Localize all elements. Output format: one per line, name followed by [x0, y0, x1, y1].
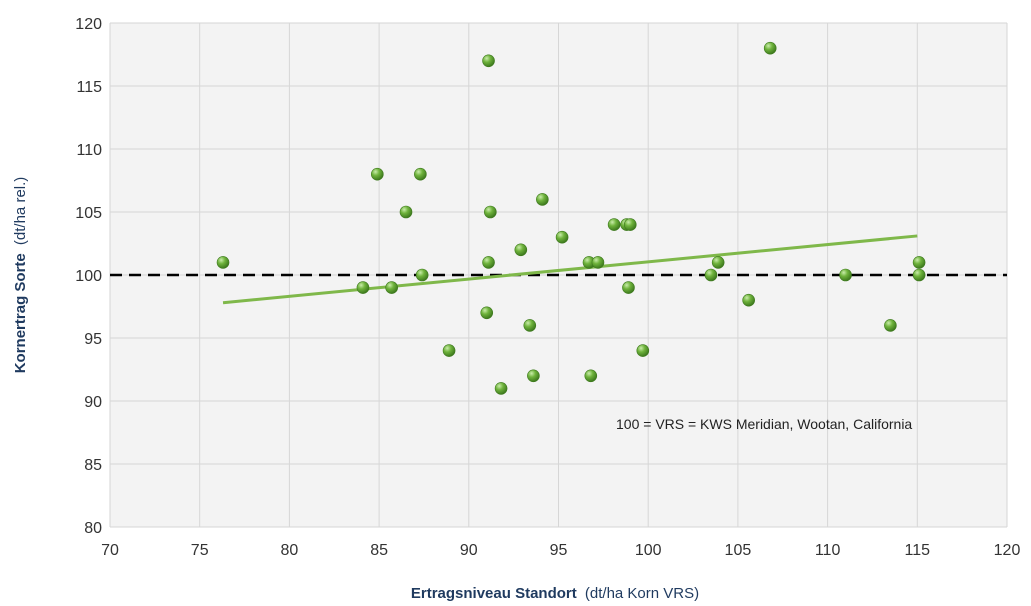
y-tick-85: 85	[84, 457, 102, 474]
data-point-19	[584, 369, 598, 383]
data-point-7	[442, 344, 456, 357]
y-tick-95: 95	[84, 331, 102, 348]
y-tick-80: 80	[84, 520, 102, 537]
x-tick-115: 115	[905, 542, 931, 559]
data-point-2	[371, 167, 384, 181]
x-tick-75: 75	[191, 542, 209, 559]
x-tick-90: 90	[460, 542, 478, 559]
data-point-10	[482, 54, 495, 68]
annotation-text: 100 = VRS = KWS Meridian, Wootan, Califo…	[616, 416, 912, 432]
x-tick-120: 120	[994, 542, 1021, 559]
data-point-21	[607, 218, 621, 231]
data-point-31	[884, 319, 897, 332]
x-tick-110: 110	[815, 542, 841, 559]
y-tick-110: 110	[76, 142, 102, 159]
data-point-11	[484, 205, 497, 219]
data-point-33	[912, 268, 926, 282]
data-point-16	[536, 193, 549, 206]
data-point-4	[399, 205, 413, 219]
y-tick-90: 90	[84, 394, 102, 411]
data-point-29	[763, 41, 777, 55]
data-point-3	[385, 281, 398, 294]
data-point-12	[494, 382, 508, 395]
x-tick-80: 80	[281, 542, 299, 559]
data-point-25	[636, 344, 650, 357]
data-point-32	[912, 256, 926, 269]
data-point-5	[414, 167, 427, 181]
data-point-6	[415, 268, 429, 282]
data-point-20	[591, 256, 605, 269]
y-tick-105: 105	[75, 205, 102, 222]
data-point-1	[356, 281, 370, 294]
y-axis-label-bold: Kornertrag Sorte	[12, 253, 29, 373]
trend-line	[222, 234, 918, 305]
x-tick-95: 95	[550, 542, 568, 559]
data-point-0	[216, 256, 230, 269]
x-tick-85: 85	[370, 542, 388, 559]
y-tick-120: 120	[75, 16, 102, 33]
x-tick-labels: 70 75 80 85 90 95 100 105 110 115 120	[101, 542, 1020, 559]
data-point-15	[527, 369, 540, 383]
data-point-26	[704, 268, 718, 282]
x-axis-label-bold: Ertragsniveau Standort	[411, 585, 577, 602]
data-point-8	[480, 306, 494, 320]
y-axis-label: Kornertrag Sorte (dt/ha rel.)	[12, 177, 29, 374]
x-tick-105: 105	[725, 542, 752, 559]
data-point-30	[839, 268, 852, 282]
y-tick-100: 100	[75, 268, 102, 285]
data-point-23	[622, 281, 635, 294]
data-point-27	[711, 256, 725, 269]
data-point-24	[623, 218, 637, 231]
data-point-9	[482, 256, 495, 269]
data-point-28	[742, 293, 755, 307]
y-axis-label-unit: (dt/ha rel.)	[12, 177, 29, 245]
data-point-13	[514, 243, 528, 257]
data-point-17	[555, 230, 569, 244]
x-tick-70: 70	[101, 542, 119, 559]
y-tick-labels: 80 85 90 95 100 105 110 115 120	[75, 16, 102, 537]
x-axis-label-unit: (dt/ha Korn VRS)	[585, 585, 699, 602]
x-axis-label: Ertragsniveau Standort (dt/ha Korn VRS)	[411, 585, 699, 602]
data-points	[216, 41, 926, 395]
y-tick-115: 115	[76, 79, 102, 96]
data-point-14	[523, 319, 537, 332]
x-tick-100: 100	[635, 542, 662, 559]
